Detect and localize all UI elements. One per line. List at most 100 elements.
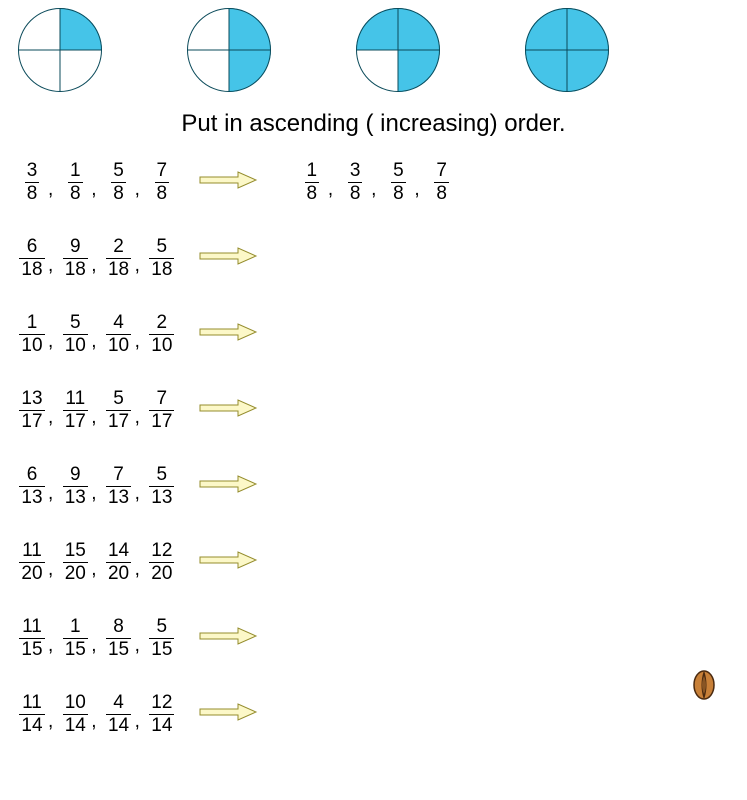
fraction: 78: [148, 161, 176, 204]
problem-row: 38,18,58,78 18,38,58,78: [18, 160, 747, 204]
numerator: 12: [149, 693, 174, 714]
answer-fractions: 18,38,58,78: [298, 161, 456, 204]
input-fractions: 618,918,218,518: [18, 237, 176, 280]
comma: ,: [48, 483, 53, 505]
comma: ,: [91, 407, 96, 429]
fraction-circle: [18, 8, 102, 92]
comma: ,: [91, 331, 96, 353]
numerator: 7: [155, 161, 170, 182]
fraction: 1520: [61, 541, 89, 584]
comma: ,: [48, 711, 53, 733]
numerator: 10: [63, 693, 88, 714]
fraction: 717: [148, 389, 176, 432]
numerator: 1: [305, 161, 320, 182]
comma: ,: [371, 179, 376, 201]
numerator: 2: [111, 237, 126, 258]
numerator: 1: [25, 313, 40, 334]
numerator: 8: [111, 617, 126, 638]
comma: ,: [414, 179, 419, 201]
arrow-icon: [198, 322, 258, 347]
input-fractions: 110,510,410,210: [18, 313, 176, 356]
arrow-icon: [198, 550, 258, 575]
numerator: 5: [68, 313, 83, 334]
comma: ,: [91, 559, 96, 581]
denominator: 15: [63, 638, 88, 660]
numerator: 11: [63, 389, 87, 410]
denominator: 17: [63, 410, 88, 432]
denominator: 13: [149, 486, 174, 508]
numerator: 11: [20, 693, 44, 714]
numerator: 12: [149, 541, 174, 562]
denominator: 8: [434, 182, 449, 204]
fraction-circle: [525, 8, 609, 92]
numerator: 4: [111, 693, 126, 714]
denominator: 13: [19, 486, 44, 508]
comma: ,: [91, 483, 96, 505]
fraction: 38: [341, 161, 369, 204]
denominator: 14: [19, 714, 44, 736]
problem-row: 613,913,713,513: [18, 464, 747, 508]
fraction: 518: [148, 237, 176, 280]
numerator: 6: [25, 465, 40, 486]
fraction: 410: [105, 313, 133, 356]
arrow-icon: [198, 626, 258, 651]
fraction: 613: [18, 465, 46, 508]
problem-row: 1317,1117,517,717: [18, 388, 747, 432]
numerator: 6: [25, 237, 40, 258]
comma: ,: [48, 179, 53, 201]
numerator: 11: [20, 541, 44, 562]
comma: ,: [48, 559, 53, 581]
denominator: 8: [155, 182, 170, 204]
fraction: 110: [18, 313, 46, 356]
input-fractions: 38,18,58,78: [18, 161, 176, 204]
input-fractions: 1120,1520,1420,1220: [18, 541, 176, 584]
fraction: 713: [105, 465, 133, 508]
comma: ,: [135, 331, 140, 353]
fraction: 115: [61, 617, 89, 660]
fraction: 1317: [18, 389, 46, 432]
denominator: 17: [19, 410, 44, 432]
denominator: 15: [106, 638, 131, 660]
arrow-icon: [198, 398, 258, 423]
numerator: 14: [106, 541, 131, 562]
numerator: 5: [155, 237, 170, 258]
denominator: 18: [106, 258, 131, 280]
fraction: 1115: [18, 617, 46, 660]
comma: ,: [135, 559, 140, 581]
fraction: 1014: [61, 693, 89, 736]
problem-row: 618,918,218,518: [18, 236, 747, 280]
denominator: 10: [63, 334, 88, 356]
denominator: 14: [63, 714, 88, 736]
fraction: 913: [61, 465, 89, 508]
numerator: 11: [20, 617, 44, 638]
input-fractions: 1317,1117,517,717: [18, 389, 176, 432]
denominator: 8: [111, 182, 126, 204]
comma: ,: [48, 331, 53, 353]
numerator: 1: [68, 161, 83, 182]
problem-row: 1115,115,815,515: [18, 616, 747, 660]
denominator: 13: [63, 486, 88, 508]
fraction: 815: [105, 617, 133, 660]
denominator: 14: [149, 714, 174, 736]
comma: ,: [48, 635, 53, 657]
fraction: 510: [61, 313, 89, 356]
input-fractions: 1114,1014,414,1214: [18, 693, 176, 736]
problem-row: 1114,1014,414,1214: [18, 692, 747, 736]
numerator: 5: [155, 465, 170, 486]
denominator: 14: [106, 714, 131, 736]
numerator: 3: [25, 161, 40, 182]
denominator: 18: [63, 258, 88, 280]
fraction: 618: [18, 237, 46, 280]
fraction-circles-row: [0, 0, 747, 92]
comma: ,: [328, 179, 333, 201]
comma: ,: [91, 635, 96, 657]
fraction: 18: [298, 161, 326, 204]
fraction: 78: [428, 161, 456, 204]
numerator: 9: [68, 465, 83, 486]
fraction: 1120: [18, 541, 46, 584]
denominator: 10: [149, 334, 174, 356]
fraction: 1220: [148, 541, 176, 584]
denominator: 18: [19, 258, 44, 280]
denominator: 8: [25, 182, 40, 204]
numerator: 3: [348, 161, 363, 182]
